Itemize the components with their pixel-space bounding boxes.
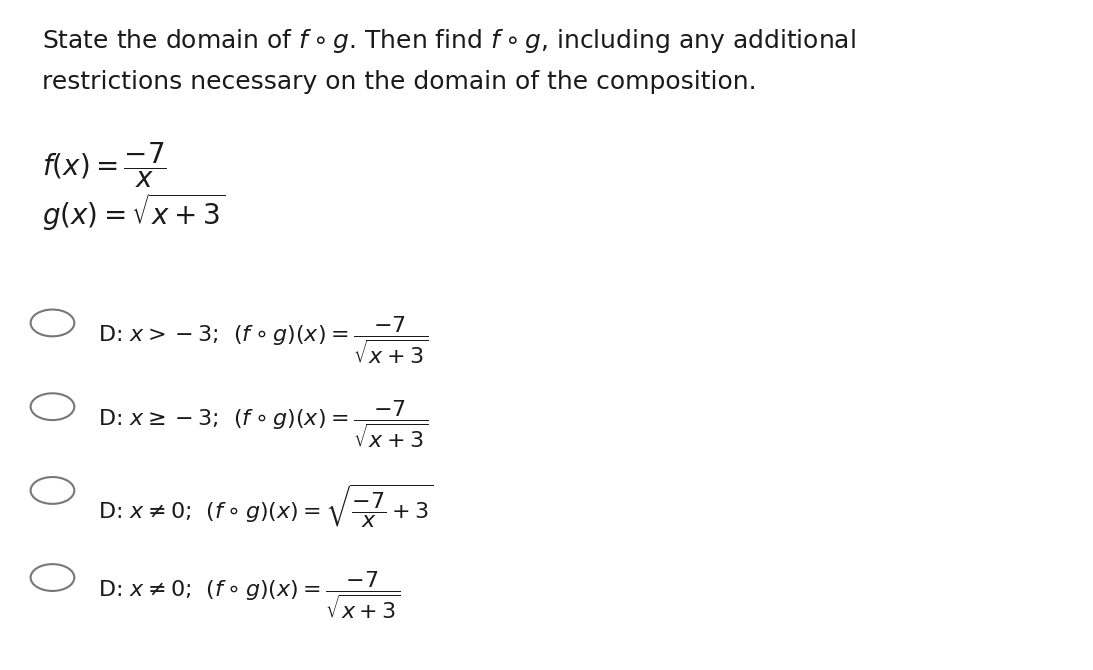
Text: restrictions necessary on the domain of the composition.: restrictions necessary on the domain of …: [42, 70, 756, 94]
Text: D: $x\neq 0$;  $(f\circ g)(x)=\dfrac{-7}{\sqrt{x+3}}$: D: $x\neq 0$; $(f\circ g)(x)=\dfrac{-7}{…: [98, 570, 401, 621]
Text: State the domain of $f\circ g$. Then find $f\circ g$, including any additional: State the domain of $f\circ g$. Then fin…: [42, 27, 856, 55]
Text: D: $x\neq 0$;  $(f\circ g)(x)=\sqrt{\dfrac{-7}{x}+3}$: D: $x\neq 0$; $(f\circ g)(x)=\sqrt{\dfra…: [98, 482, 434, 530]
Text: $g(x)=\sqrt{x+3}$: $g(x)=\sqrt{x+3}$: [42, 191, 225, 232]
Text: D: $x>-3$;  $(f\circ g)(x)=\dfrac{-7}{\sqrt{x+3}}$: D: $x>-3$; $(f\circ g)(x)=\dfrac{-7}{\sq…: [98, 315, 428, 366]
Text: $f(x)=\dfrac{-7}{x}$: $f(x)=\dfrac{-7}{x}$: [42, 141, 166, 190]
Text: D: $x\geq-3$;  $(f\circ g)(x)=\dfrac{-7}{\sqrt{x+3}}$: D: $x\geq-3$; $(f\circ g)(x)=\dfrac{-7}{…: [98, 399, 428, 450]
